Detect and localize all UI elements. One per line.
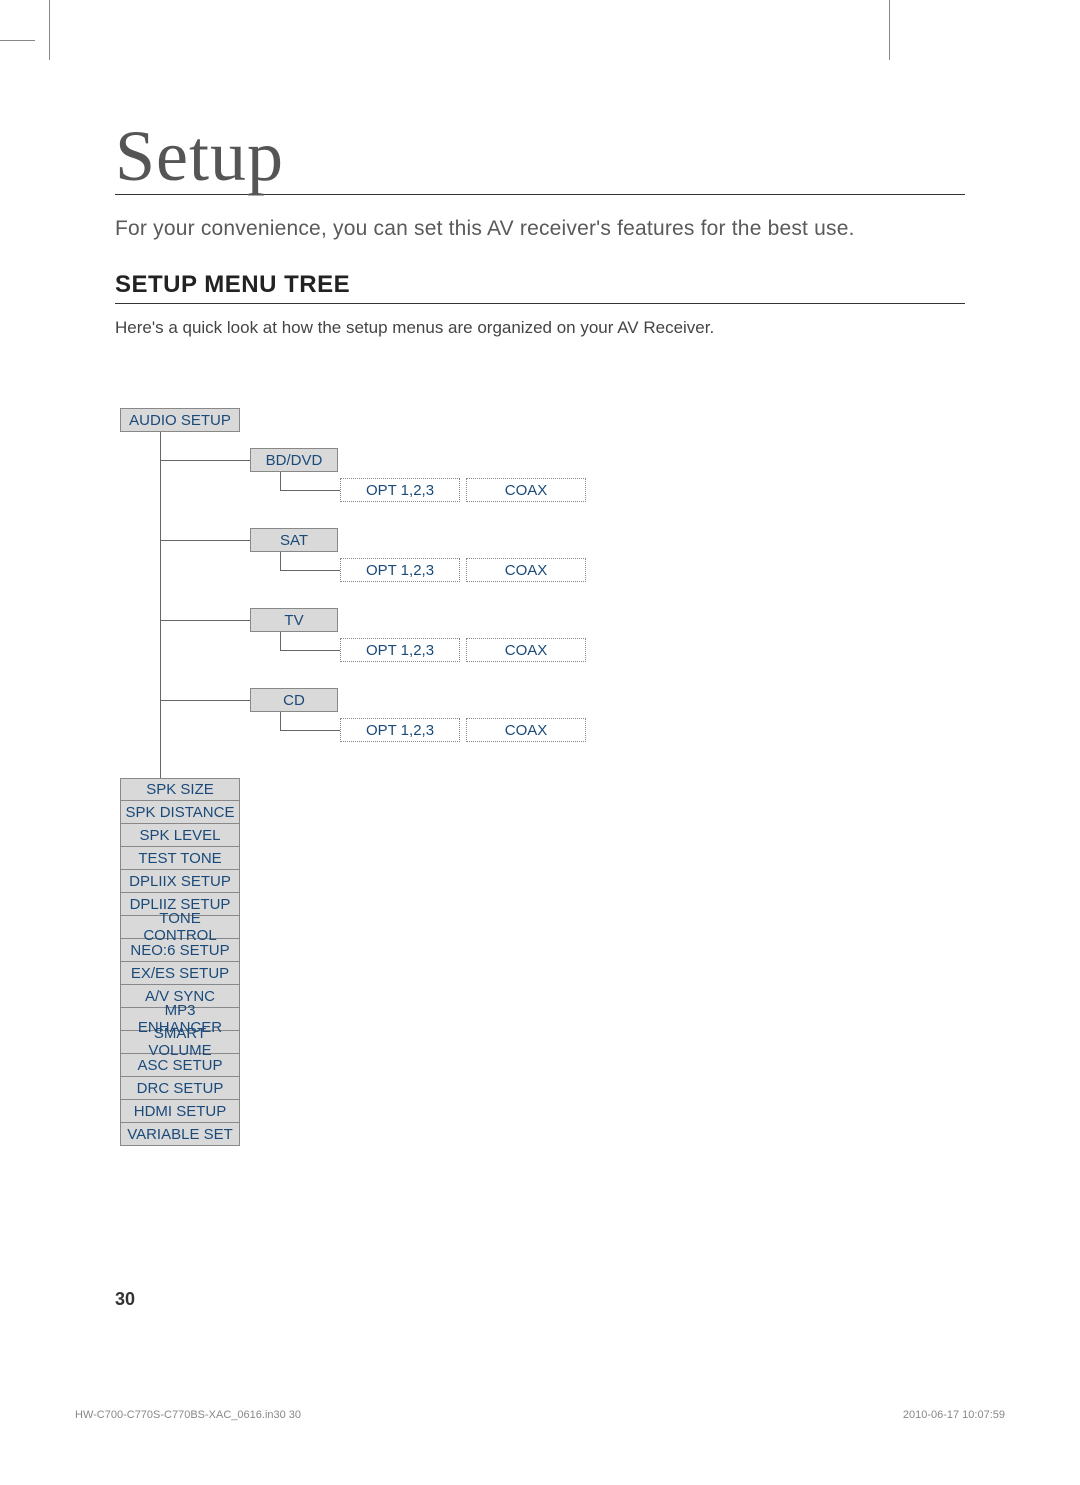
page-title: Setup <box>115 120 965 195</box>
tree-setting-0: SPK SIZE <box>120 778 240 801</box>
tree-input-0: BD/DVD <box>250 448 338 472</box>
tree-coax-1: COAX <box>466 558 586 582</box>
tree-setting-8: EX/ES SETUP <box>120 962 240 985</box>
tree-input-3: CD <box>250 688 338 712</box>
tree-setting-11: SMART VOLUME <box>120 1031 240 1054</box>
section-heading: SETUP MENU TREE <box>115 271 965 304</box>
tree-coax-0: COAX <box>466 478 586 502</box>
section-body: Here's a quick look at how the setup men… <box>115 318 965 338</box>
tree-setting-6: TONE CONTROL <box>120 916 240 939</box>
tree-setting-7: NEO:6 SETUP <box>120 939 240 962</box>
intro-text: For your convenience, you can set this A… <box>115 217 965 241</box>
footer-filename: HW-C700-C770S-C770BS-XAC_0616.in30 30 <box>75 1409 301 1421</box>
tree-coax-3: COAX <box>466 718 586 742</box>
tree-setting-15: VARIABLE SET <box>120 1123 240 1146</box>
tree-input-1: SAT <box>250 528 338 552</box>
tree-root: AUDIO SETUP <box>120 408 240 432</box>
tree-setting-3: TEST TONE <box>120 847 240 870</box>
tree-setting-13: DRC SETUP <box>120 1077 240 1100</box>
tree-setting-2: SPK LEVEL <box>120 824 240 847</box>
menu-tree: AUDIO SETUPBD/DVDOPT 1,2,3COAXSATOPT 1,2… <box>115 408 965 1148</box>
tree-setting-4: DPLIIX SETUP <box>120 870 240 893</box>
tree-settings-stack: SPK SIZESPK DISTANCESPK LEVELTEST TONEDP… <box>120 778 240 1146</box>
tree-input-2: TV <box>250 608 338 632</box>
tree-opt-1: OPT 1,2,3 <box>340 558 460 582</box>
footer-timestamp: 2010-06-17 10:07:59 <box>903 1409 1005 1421</box>
tree-setting-1: SPK DISTANCE <box>120 801 240 824</box>
tree-setting-12: ASC SETUP <box>120 1054 240 1077</box>
tree-opt-3: OPT 1,2,3 <box>340 718 460 742</box>
page-number: 30 <box>115 1289 135 1310</box>
tree-opt-2: OPT 1,2,3 <box>340 638 460 662</box>
tree-setting-14: HDMI SETUP <box>120 1100 240 1123</box>
tree-coax-2: COAX <box>466 638 586 662</box>
tree-opt-0: OPT 1,2,3 <box>340 478 460 502</box>
